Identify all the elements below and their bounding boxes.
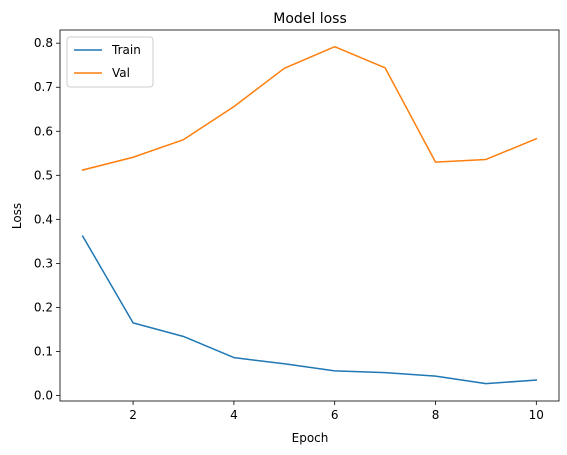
- y-tick-label: 0.2: [34, 300, 53, 314]
- y-tick-label: 0.0: [34, 388, 53, 402]
- series-line-train: [81, 235, 538, 385]
- chart-title: Model loss: [273, 11, 347, 27]
- y-tick-label: 0.1: [34, 344, 53, 358]
- y-tick-label: 0.4: [34, 212, 53, 226]
- plot-frame: [59, 29, 560, 402]
- series-line-val: [81, 45, 538, 171]
- x-axis-label: Epoch: [292, 431, 329, 445]
- x-tick-label: 10: [529, 408, 544, 422]
- y-tick-label: 0.7: [34, 80, 53, 94]
- y-tick-label: 0.6: [34, 124, 53, 138]
- legend-label-val: Val: [112, 66, 130, 80]
- y-tick-label: 0.3: [34, 256, 53, 270]
- x-tick-label: 2: [129, 408, 137, 422]
- y-tick-label: 0.5: [34, 168, 53, 182]
- x-tick-label: 8: [432, 408, 440, 422]
- legend: Train Val: [66, 36, 154, 88]
- x-axis-ticks: 2 4 6 8 10: [129, 401, 544, 422]
- legend-label-train: Train: [111, 43, 141, 57]
- series-lines: [81, 45, 538, 385]
- x-tick-label: 6: [331, 408, 339, 422]
- y-tick-label: 0.8: [34, 36, 53, 50]
- x-tick-label: 4: [230, 408, 238, 422]
- plot-area: [60, 30, 559, 401]
- y-axis-label: Loss: [10, 203, 24, 229]
- y-axis-ticks: 0.0 0.1 0.2 0.3 0.4 0.5 0.6 0.7 0.8: [34, 36, 60, 402]
